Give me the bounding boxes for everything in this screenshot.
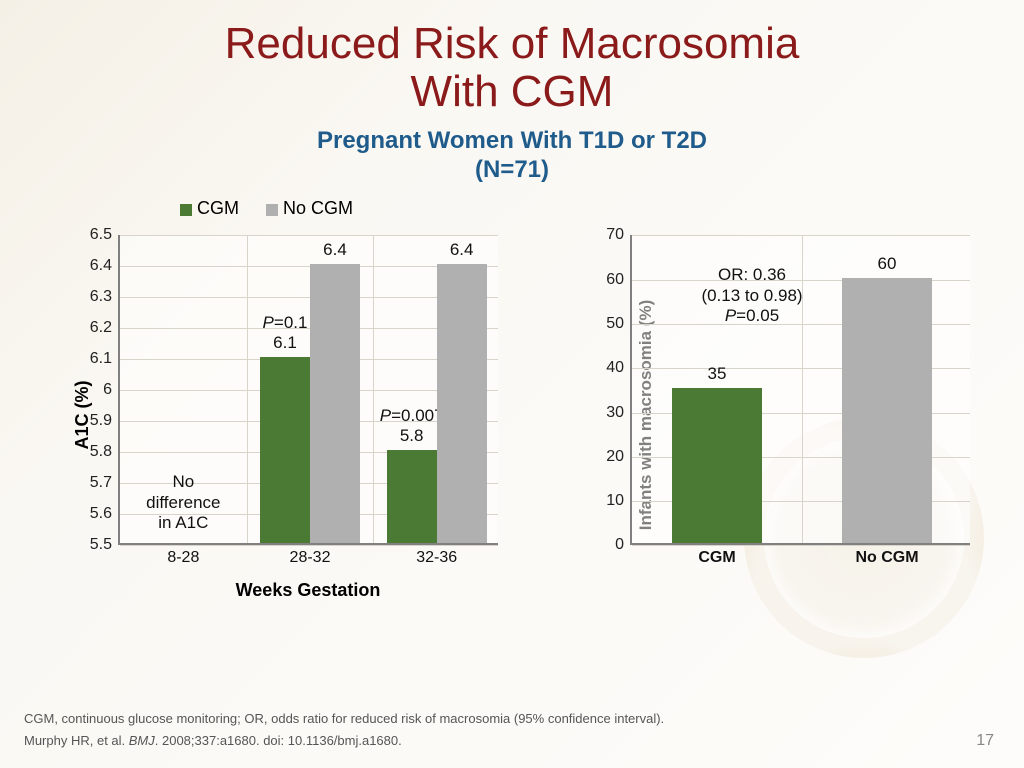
a1c-xaxis-title: Weeks Gestation [236,580,381,601]
ytick-label: 5.6 [90,505,120,523]
legend-label-nocgm: No CGM [283,198,353,218]
title-line-1: Reduced Risk of Macrosomia [225,19,800,68]
ytick-label: 6.2 [90,319,120,337]
a1c-plot-area: 5.55.65.75.85.966.16.26.36.46.58-2828-32… [118,235,498,545]
ytick-label: 6 [103,381,120,399]
xtick-label: No CGM [855,543,918,567]
ytick-label: 20 [606,448,632,466]
ytick-label: 6.4 [90,257,120,275]
bar-cgm [387,450,437,543]
bar-value-label: 35 [708,364,727,384]
xtick-label: 28-32 [290,543,331,567]
legend-label-cgm: CGM [197,198,239,218]
chart-annotation: Nodifferencein A1C [133,472,233,533]
gridline [632,545,970,546]
charts-row: A1C (%) 5.55.65.75.85.966.16.26.36.46.58… [40,225,984,605]
subtitle-line-1: Pregnant Women With T1D or T2D [317,127,707,154]
slide-title: Reduced Risk of Macrosomia With CGM [40,20,984,117]
ytick-label: 50 [606,315,632,333]
bar-cgm [260,357,310,543]
xtick-label: 8-28 [167,543,199,567]
title-line-2: With CGM [411,67,614,116]
macrosomia-chart: Infants with macrosomia (%) 010203040506… [535,225,980,605]
citation-prefix: Murphy HR, et al. [24,733,129,748]
slide-subtitle: Pregnant Women With T1D or T2D (N=71) [40,127,984,185]
gridline [373,235,374,543]
ytick-label: 70 [606,226,632,244]
p-value-label: P=0.1 [263,313,308,333]
subtitle-line-2: (N=71) [475,156,549,183]
xtick-label: CGM [698,543,735,567]
bar-value-label: 6.4 [323,240,347,260]
ytick-label: 10 [606,492,632,510]
bar-nocgm [310,264,360,543]
chart-legend: CGM No CGM [180,198,984,219]
page-number: 17 [976,732,994,750]
bar-value-label: 60 [878,254,897,274]
gridline [247,235,248,543]
a1c-chart: A1C (%) 5.55.65.75.85.966.16.26.36.46.58… [40,225,505,605]
bar-nocgm [437,264,487,543]
macrosomia-plot-area: 010203040506070CGM35No CGM60OR: 0.36(0.1… [630,235,970,545]
ytick-label: 0 [615,536,632,554]
bar-value-label: 6.4 [450,240,474,260]
footnote-text: CGM, continuous glucose monitoring; OR, … [24,711,1000,726]
ytick-label: 5.9 [90,412,120,430]
ytick-label: 5.5 [90,536,120,554]
odds-ratio-annotation: OR: 0.36(0.13 to 0.98)P=0.05 [672,265,832,326]
gridline [632,235,970,236]
bar-value-label: 6.1 [273,333,297,353]
ytick-label: 5.7 [90,474,120,492]
citation-journal: BMJ [129,733,155,748]
gridline [120,235,498,236]
slide: Reduced Risk of Macrosomia With CGM Preg… [0,0,1024,625]
ytick-label: 6.1 [90,350,120,368]
ytick-label: 6.3 [90,288,120,306]
ytick-label: 6.5 [90,226,120,244]
bar-value-label: 5.8 [400,426,424,446]
legend-swatch-nocgm [266,204,278,216]
bar [842,278,932,544]
ytick-label: 30 [606,404,632,422]
citation-suffix: . 2008;337:a1680. doi: 10.1136/bmj.a1680… [155,733,402,748]
citation-text: Murphy HR, et al. BMJ. 2008;337:a1680. d… [24,733,402,748]
ytick-label: 40 [606,359,632,377]
legend-swatch-cgm [180,204,192,216]
p-value-label: P=0.007 [380,406,444,426]
ytick-label: 5.8 [90,443,120,461]
ytick-label: 60 [606,271,632,289]
bar [672,388,762,543]
xtick-label: 32-36 [416,543,457,567]
